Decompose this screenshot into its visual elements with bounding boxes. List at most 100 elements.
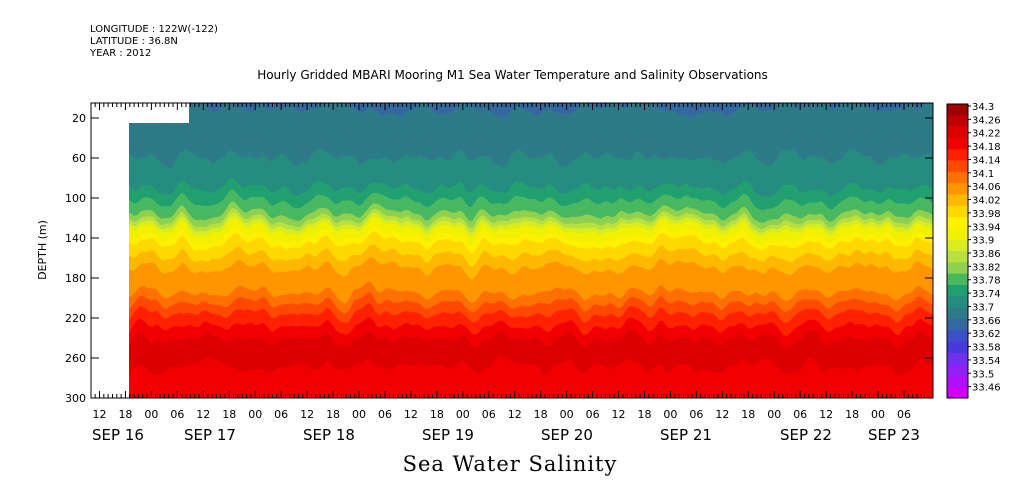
y-tick-label: 220 bbox=[65, 312, 86, 325]
salinity-band bbox=[91, 149, 933, 153]
plot-area bbox=[90, 102, 934, 399]
salinity-band bbox=[91, 360, 933, 364]
salinity-band bbox=[91, 221, 933, 225]
salinity-band bbox=[91, 303, 933, 307]
salinity-band bbox=[91, 376, 933, 381]
colorbar-label: 34.02 bbox=[972, 196, 1001, 207]
salinity-band bbox=[91, 336, 933, 340]
salinity-band bbox=[91, 109, 933, 113]
salinity-band bbox=[91, 292, 933, 296]
salinity-band bbox=[91, 235, 933, 239]
salinity-band bbox=[91, 166, 933, 170]
salinity-band bbox=[91, 366, 933, 370]
salinity-band bbox=[91, 290, 933, 294]
x-hour-label: 06 bbox=[586, 408, 600, 421]
colorbar-label: 33.5 bbox=[972, 369, 994, 380]
salinity-band bbox=[91, 284, 933, 288]
salinity-band bbox=[91, 212, 933, 216]
salinity-band bbox=[91, 145, 933, 149]
salinity-band bbox=[91, 126, 933, 130]
salinity-band bbox=[91, 138, 933, 142]
salinity-band bbox=[91, 227, 933, 231]
salinity-band bbox=[91, 345, 933, 349]
salinity-band bbox=[91, 391, 933, 395]
chart-title: Hourly Gridded MBARI Mooring M1 Sea Wate… bbox=[257, 68, 768, 82]
salinity-band bbox=[91, 242, 933, 246]
salinity-band bbox=[91, 326, 933, 330]
x-hour-label: 00 bbox=[767, 408, 781, 421]
colorbar-swatch bbox=[947, 386, 968, 399]
colorbar-label: 34.3 bbox=[972, 102, 994, 113]
salinity-band bbox=[91, 168, 933, 172]
salinity-band bbox=[91, 362, 933, 366]
x-hour-label: 12 bbox=[508, 408, 522, 421]
salinity-band bbox=[91, 239, 933, 244]
salinity-band bbox=[91, 153, 933, 157]
salinity-band bbox=[91, 159, 933, 163]
colorbar-swatch bbox=[947, 183, 968, 195]
colorbar-swatch bbox=[947, 251, 968, 263]
y-tick-label: 140 bbox=[65, 232, 86, 245]
y-tick-label: 20 bbox=[72, 112, 86, 125]
salinity-band bbox=[91, 128, 933, 132]
colorbar-swatch bbox=[947, 137, 968, 150]
colorbar-swatch bbox=[947, 149, 968, 161]
colorbar: 34.3 34.26 34.22 34.18 34.14 34.1 34.06 34.02 33… bbox=[946, 102, 1001, 399]
salinity-band bbox=[91, 334, 933, 338]
salinity-band bbox=[91, 275, 933, 279]
salinity-band bbox=[91, 389, 933, 393]
salinity-band bbox=[91, 248, 933, 252]
plot-frame bbox=[90, 102, 934, 399]
x-date-label: SEP 19 bbox=[422, 426, 474, 444]
salinity-band bbox=[91, 195, 933, 199]
salinity-band bbox=[91, 189, 933, 193]
y-tick-label: 300 bbox=[65, 392, 86, 405]
salinity-band bbox=[91, 176, 933, 180]
x-hour-label: 06 bbox=[793, 408, 807, 421]
salinity-band bbox=[91, 347, 933, 351]
salinity-band bbox=[91, 311, 933, 315]
salinity-band bbox=[91, 368, 933, 372]
salinity-band bbox=[91, 254, 933, 258]
x-hour-label: 06 bbox=[170, 408, 184, 421]
year-label: YEAR : 2012 bbox=[90, 48, 152, 59]
longitude-label: LONGITUDE : 122W(-122) bbox=[90, 24, 218, 35]
salinity-band bbox=[91, 273, 933, 277]
colorbar-swatch bbox=[947, 160, 968, 173]
salinity-band bbox=[91, 202, 933, 206]
salinity-band bbox=[91, 280, 933, 284]
latitude-label: LATITUDE : 36.8N bbox=[90, 36, 178, 47]
colorbar-label: 33.58 bbox=[972, 343, 1001, 354]
salinity-band bbox=[91, 113, 933, 117]
salinity-band bbox=[91, 197, 933, 201]
salinity-band bbox=[91, 119, 933, 123]
colorbar-swatch bbox=[947, 115, 968, 127]
salinity-band bbox=[91, 115, 933, 119]
salinity-band bbox=[91, 353, 933, 357]
x-hour-label: 12 bbox=[300, 408, 314, 421]
colorbar-label: 33.86 bbox=[972, 249, 1001, 260]
x-hour-label: 00 bbox=[248, 408, 262, 421]
salinity-band bbox=[91, 155, 933, 159]
x-hour-label: 18 bbox=[534, 408, 548, 421]
x-hour-label: 00 bbox=[144, 408, 158, 421]
x-hour-label: 18 bbox=[845, 408, 859, 421]
x-date-label: SEP 22 bbox=[780, 426, 832, 444]
y-tick-label: 100 bbox=[65, 192, 86, 205]
x-hour-label: 18 bbox=[741, 408, 755, 421]
colorbar-swatch bbox=[947, 104, 968, 116]
salinity-band bbox=[91, 269, 933, 273]
salinity-band bbox=[91, 187, 933, 191]
colorbar-swatch bbox=[947, 318, 968, 331]
colorbar-swatch bbox=[947, 228, 968, 240]
salinity-band bbox=[91, 250, 933, 254]
colorbar-label: 33.74 bbox=[972, 289, 1001, 300]
salinity-band bbox=[91, 301, 933, 305]
x-hour-label: 18 bbox=[430, 408, 444, 421]
colorbar-swatch bbox=[947, 126, 968, 139]
salinity-band bbox=[91, 324, 933, 328]
salinity-band bbox=[91, 364, 933, 368]
colorbar-label: 34.22 bbox=[972, 129, 1001, 140]
salinity-band bbox=[91, 298, 933, 303]
